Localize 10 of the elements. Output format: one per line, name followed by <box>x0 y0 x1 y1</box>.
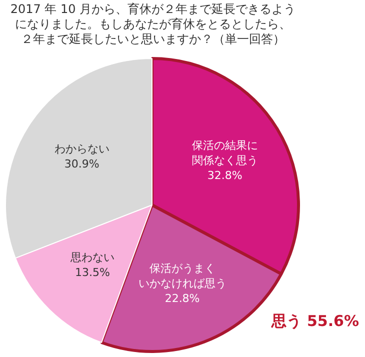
chart-title: 2017 年 10 月から、育休が２年まで延長できるようになりました。もしあなたが育休をとるとしたら、２年まで延長したいと思いますか？（単一回答） <box>10 2 296 47</box>
slice-label: わからない <box>54 142 110 156</box>
data-label: 13.5% <box>75 266 110 280</box>
data-label: 30.9% <box>64 157 100 170</box>
slice-label: 保活がうまくいかなければ思う <box>138 262 226 290</box>
data-label: 22.8% <box>164 292 200 306</box>
text: 思う 55.6% <box>272 312 359 331</box>
slice-label: 保活の結果に関係なく思う <box>192 139 258 168</box>
data-label: 32.8% <box>207 169 242 182</box>
slice-label: 思わない <box>69 251 114 264</box>
